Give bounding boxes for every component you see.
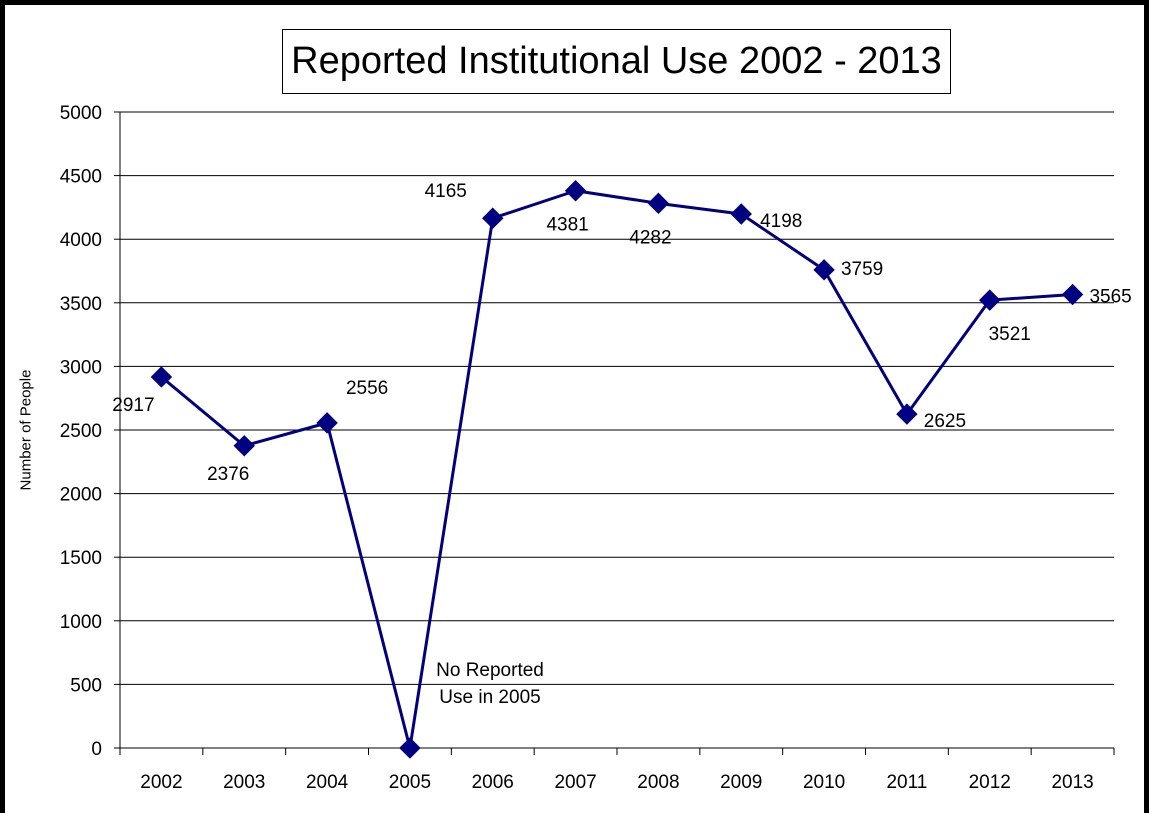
- y-tick-label: 2000: [60, 485, 102, 506]
- chart-title: Reported Institutional Use 2002 - 2013: [282, 29, 951, 94]
- y-tick-label: 1500: [60, 548, 102, 569]
- grid-lines: [120, 111, 1114, 685]
- series-line: [160, 189, 1073, 750]
- axes: [114, 111, 1115, 755]
- data-label: 2625: [924, 411, 966, 432]
- data-label: 4165: [425, 181, 467, 202]
- data-labels: 2917 2376 2556 4165 4381 4282 4198 3759 2625 3521…: [112, 181, 1131, 485]
- x-tick-label: 2006: [472, 772, 514, 793]
- y-tick-label: 3000: [60, 357, 102, 378]
- x-tick-label: 2002: [140, 772, 182, 793]
- x-tick-label: 2011: [886, 772, 927, 793]
- series: [150, 180, 1084, 759]
- data-point-marker: [150, 366, 173, 388]
- y-tick-label: 3500: [60, 294, 102, 315]
- x-tick-label: 2005: [389, 772, 431, 793]
- data-label: 2376: [207, 464, 249, 485]
- y-tick-label: 1000: [60, 612, 102, 633]
- data-label: 3759: [841, 259, 883, 280]
- data-label: 4282: [629, 227, 671, 248]
- y-tick-label: 4000: [60, 230, 102, 251]
- data-point-marker: [399, 737, 421, 759]
- data-label: 3565: [1089, 287, 1131, 308]
- x-tick-label: 2013: [1051, 772, 1093, 793]
- data-point-marker: [730, 203, 752, 225]
- data-label: 3521: [989, 324, 1031, 345]
- y-tick-labels: 0 500 1000 1500 2000 2500 3000 3500 4000 4500 5000: [60, 103, 102, 760]
- x-tick-label: 2007: [554, 772, 596, 793]
- x-tick-label: 2008: [637, 772, 679, 793]
- data-point-marker: [896, 403, 918, 425]
- y-tick-label: 2500: [60, 421, 102, 442]
- x-tick-label: 2004: [306, 772, 349, 793]
- x-tick-labels: 2002 2003 2004 2005 2006 2007 2008 2009 2010 2011…: [140, 772, 1093, 793]
- data-label: 4381: [546, 215, 588, 236]
- no-data-annotation: No Reported Use in 2005: [436, 660, 544, 708]
- data-label: 4198: [760, 211, 802, 232]
- x-tick-label: 2003: [223, 772, 265, 793]
- data-label: 2556: [346, 378, 388, 399]
- y-axis-title: Number of People: [17, 369, 35, 491]
- data-point-marker: [979, 289, 1001, 311]
- data-point-marker: [564, 180, 587, 202]
- x-tick-label: 2010: [803, 772, 845, 793]
- data-point-marker: [316, 412, 338, 434]
- x-tick-label: 2009: [720, 772, 762, 793]
- y-tick-label: 500: [70, 675, 102, 696]
- data-point-marker: [813, 259, 835, 281]
- y-tick-label: 5000: [60, 103, 102, 124]
- y-tick-label: 4500: [60, 167, 102, 188]
- y-tick-label: 0: [91, 739, 102, 760]
- data-point-marker: [482, 207, 504, 229]
- x-tick-label: 2012: [969, 772, 1011, 793]
- data-label: 2917: [112, 395, 154, 416]
- data-point-marker: [647, 192, 670, 215]
- data-point-marker: [1061, 283, 1084, 306]
- data-point-marker: [233, 435, 255, 457]
